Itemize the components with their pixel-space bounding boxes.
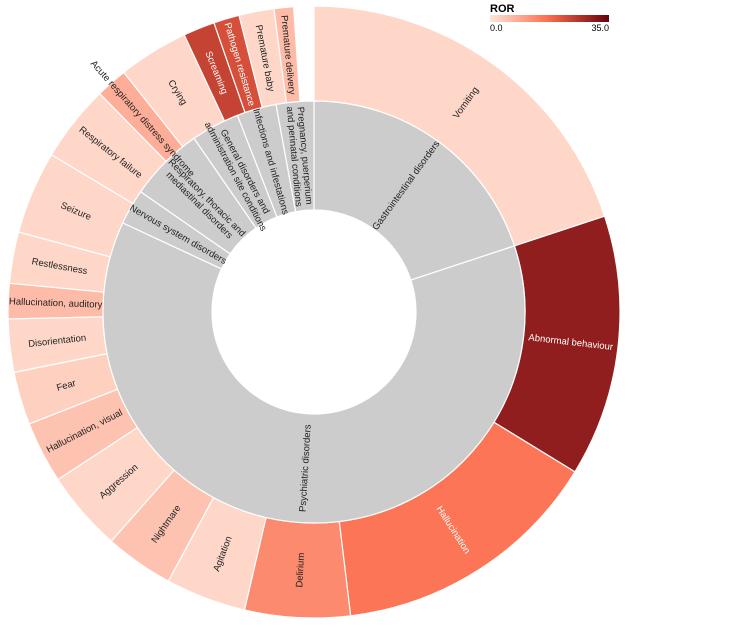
legend-gradient-bar	[490, 15, 609, 22]
center-hole	[212, 210, 416, 414]
legend-max-label: 35.0	[591, 23, 609, 33]
legend-title: ROR	[490, 3, 515, 15]
label-delirium: Delirium	[294, 552, 307, 587]
outer-ring	[7, 5, 621, 619]
label-fear: Fear	[55, 378, 77, 394]
category-label-psychiatric-disorders: Psychiatric disorders	[298, 424, 314, 512]
inner-ring	[102, 100, 526, 524]
label-hallucination-auditory: Hallucination, auditory	[9, 296, 103, 310]
legend-min-label: 0.0	[490, 23, 503, 33]
ror-legend: ROR 0.0 35.0	[490, 3, 609, 33]
